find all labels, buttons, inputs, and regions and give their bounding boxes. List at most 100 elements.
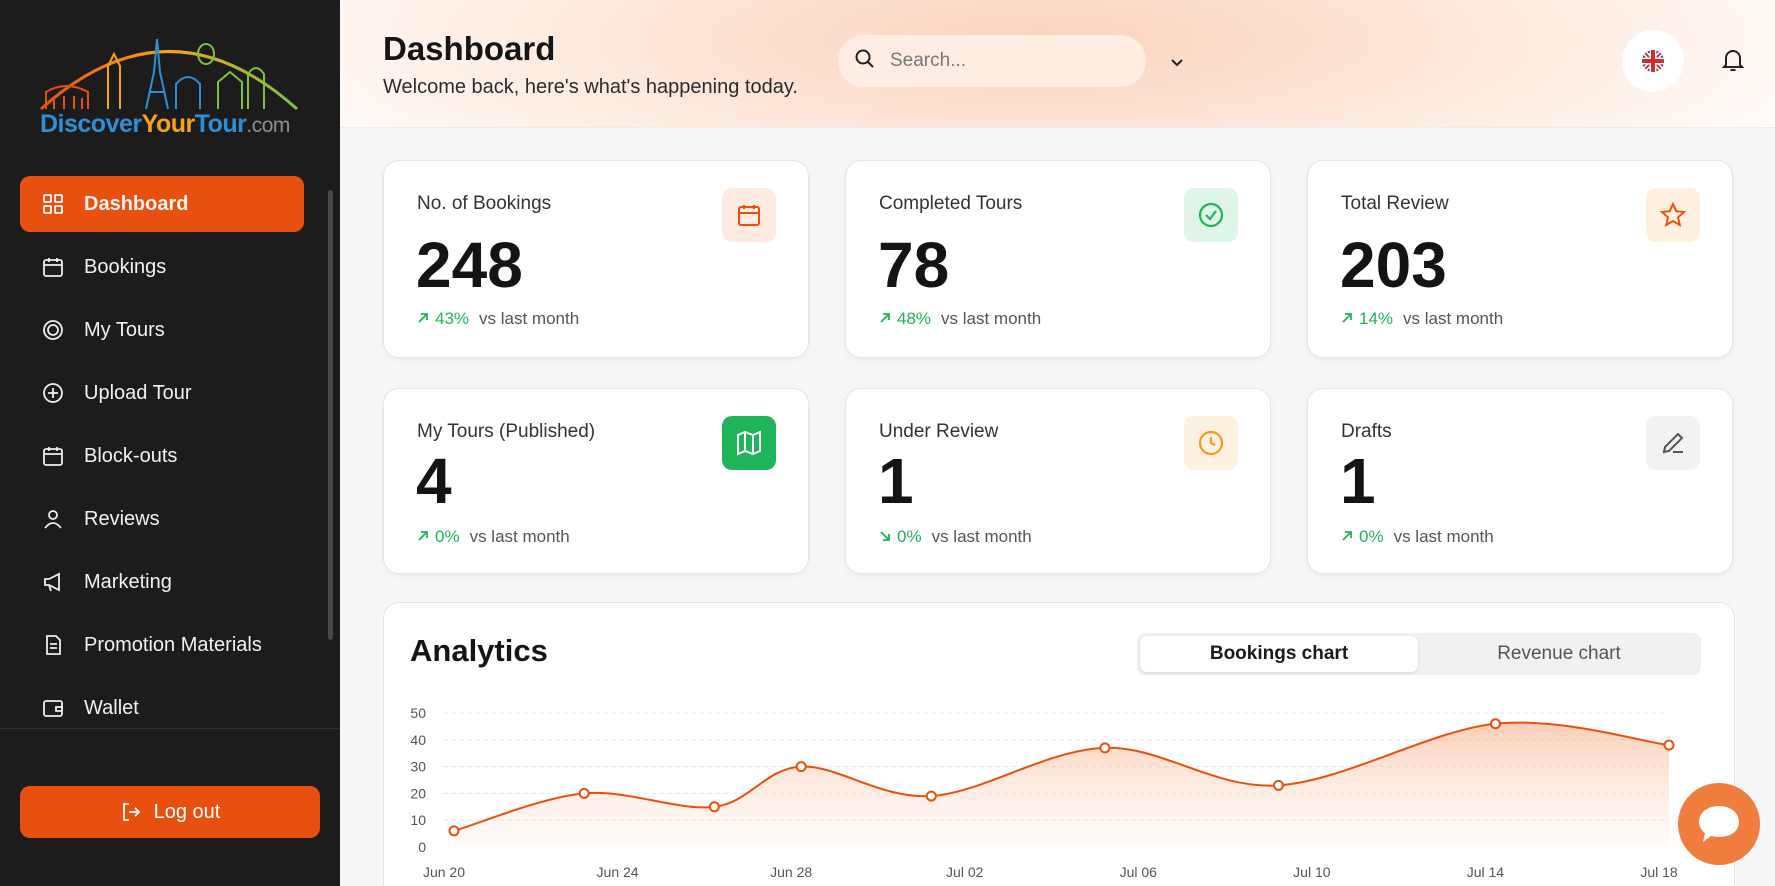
stat-change-pct: 14% — [1359, 309, 1394, 328]
bookings-area-chart: 0 10 20 30 40 50 Jun 20 Jun 24 Jun 28 Jul 02 Jul … — [410, 705, 1677, 880]
brand-suffix: .com — [246, 114, 290, 137]
wallet-icon — [42, 697, 64, 719]
stat-card-total-review[interactable]: Total Review 203 14% vs last month — [1307, 160, 1733, 358]
trend-up-icon — [417, 527, 429, 547]
y-tick-label: 0 — [418, 839, 426, 855]
page-title: Dashboard — [383, 30, 556, 67]
brand-wordmark: DiscoverYourTour.com — [40, 110, 290, 139]
stat-value: 203 — [1340, 229, 1447, 301]
stat-change-pct: 43% — [435, 309, 470, 328]
stat-change: 43% vs last month — [417, 309, 579, 329]
sidebar-item-my-tours[interactable]: My Tours — [20, 302, 304, 358]
stat-change: 0% vs last month — [417, 527, 570, 547]
chart-point[interactable] — [1663, 739, 1675, 751]
x-tick-label: Jun 24 — [597, 864, 639, 880]
x-tick-label: Jun 20 — [423, 864, 465, 880]
top-header: Dashboard Welcome back, here's what's ha… — [340, 0, 1775, 128]
chat-bubble-icon — [1699, 806, 1739, 842]
clock-icon — [1184, 416, 1238, 470]
brand-part-your: Your — [141, 110, 196, 138]
sidebar-item-label: Block-outs — [84, 444, 178, 467]
stat-change-suffix: vs last month — [931, 527, 1032, 546]
stat-card-my-tours-published[interactable]: My Tours (Published) 4 0% vs last month — [383, 388, 809, 574]
sidebar-item-label: Marketing — [84, 570, 172, 593]
trend-up-icon — [1341, 309, 1353, 329]
search-box[interactable] — [838, 35, 1146, 87]
chart-toggle: Bookings chart Revenue chart — [1137, 633, 1701, 675]
trend-down-icon — [879, 527, 891, 547]
y-tick-label: 20 — [410, 785, 426, 801]
stat-value: 248 — [416, 229, 523, 301]
stat-change: 0% vs last month — [1341, 527, 1494, 547]
stat-value: 4 — [416, 445, 452, 517]
sidebar-item-wallet[interactable]: Wallet — [20, 680, 304, 736]
stat-label: Drafts — [1341, 421, 1392, 442]
sidebar-item-label: Wallet — [84, 696, 139, 719]
tab-revenue-chart[interactable]: Revenue chart — [1497, 643, 1621, 664]
analytics-panel: Analytics Bookings chart Revenue chart 0… — [383, 602, 1735, 886]
brand-logo[interactable]: DiscoverYourTour.com — [36, 14, 302, 142]
chart-point[interactable] — [925, 790, 937, 802]
x-tick-label: Jul 14 — [1467, 864, 1505, 880]
logout-label: Log out — [153, 800, 221, 823]
chart-point[interactable] — [1099, 742, 1111, 754]
tab-bookings-chart[interactable]: Bookings chart — [1140, 636, 1418, 672]
plus-circle-icon — [42, 382, 64, 404]
stat-card-bookings[interactable]: No. of Bookings 248 43% vs last month — [383, 160, 809, 358]
sidebar-nav: Dashboard Bookings My Tours Upload Tour … — [20, 176, 304, 743]
logout-button[interactable]: Log out — [20, 786, 320, 838]
sidebar-scrollbar[interactable] — [328, 190, 333, 640]
page-subtitle: Welcome back, here's what's happening to… — [383, 76, 798, 98]
chevron-down-icon[interactable] — [1165, 50, 1189, 74]
pencil-icon — [1646, 416, 1700, 470]
chart-point[interactable] — [708, 801, 720, 813]
sidebar: DiscoverYourTour.com Dashboard Bookings … — [0, 0, 340, 886]
sidebar-item-promotion-materials[interactable]: Promotion Materials — [20, 617, 304, 673]
stat-change-pct: 48% — [897, 309, 932, 328]
chart-point[interactable] — [448, 825, 460, 837]
stat-value: 1 — [1340, 445, 1376, 517]
sidebar-item-dashboard[interactable]: Dashboard — [20, 176, 304, 232]
uk-flag-icon — [1642, 50, 1664, 72]
sidebar-item-reviews[interactable]: Reviews — [20, 491, 304, 547]
chart-point[interactable] — [1272, 779, 1284, 791]
language-selector[interactable] — [1622, 30, 1684, 92]
sidebar-item-upload-tour[interactable]: Upload Tour — [20, 365, 304, 421]
stat-label: Under Review — [879, 421, 999, 442]
calendar-icon — [42, 256, 64, 278]
sidebar-item-marketing[interactable]: Marketing — [20, 554, 304, 610]
sidebar-item-label: My Tours — [84, 318, 165, 341]
trend-up-icon — [1341, 527, 1353, 547]
chat-button[interactable] — [1678, 783, 1760, 865]
stat-change-suffix: vs last month — [1393, 527, 1494, 546]
stat-change-suffix: vs last month — [469, 527, 570, 546]
sidebar-item-label: Reviews — [84, 507, 160, 530]
star-icon — [1646, 188, 1700, 242]
stat-card-under-review[interactable]: Under Review 1 0% vs last month — [845, 388, 1271, 574]
chart-point[interactable] — [795, 761, 807, 773]
stat-change: 14% vs last month — [1341, 309, 1503, 329]
y-tick-label: 30 — [410, 759, 426, 775]
stat-value: 78 — [878, 229, 950, 301]
stat-change: 0% vs last month — [879, 527, 1032, 547]
x-tick-label: Jul 10 — [1293, 864, 1331, 880]
calendar-icon — [42, 445, 64, 467]
stat-label: Completed Tours — [879, 193, 1023, 214]
stat-card-completed-tours[interactable]: Completed Tours 78 48% vs last month — [845, 160, 1271, 358]
y-tick-label: 40 — [410, 732, 426, 748]
y-tick-label: 10 — [410, 812, 426, 828]
stat-card-drafts[interactable]: Drafts 1 0% vs last month — [1307, 388, 1733, 574]
search-input[interactable] — [890, 50, 1120, 72]
sidebar-item-block-outs[interactable]: Block-outs — [20, 428, 304, 484]
analytics-title: Analytics — [410, 633, 548, 668]
calendar-icon — [722, 188, 776, 242]
bell-icon[interactable] — [1720, 47, 1746, 73]
sidebar-item-bookings[interactable]: Bookings — [20, 239, 304, 295]
chart-point[interactable] — [1489, 718, 1501, 730]
stat-change-pct: 0% — [435, 527, 460, 546]
stat-change-suffix: vs last month — [941, 309, 1042, 328]
chart-point[interactable] — [578, 787, 590, 799]
target-icon — [42, 319, 64, 341]
x-tick-label: Jul 06 — [1120, 864, 1158, 880]
user-icon — [42, 508, 64, 530]
